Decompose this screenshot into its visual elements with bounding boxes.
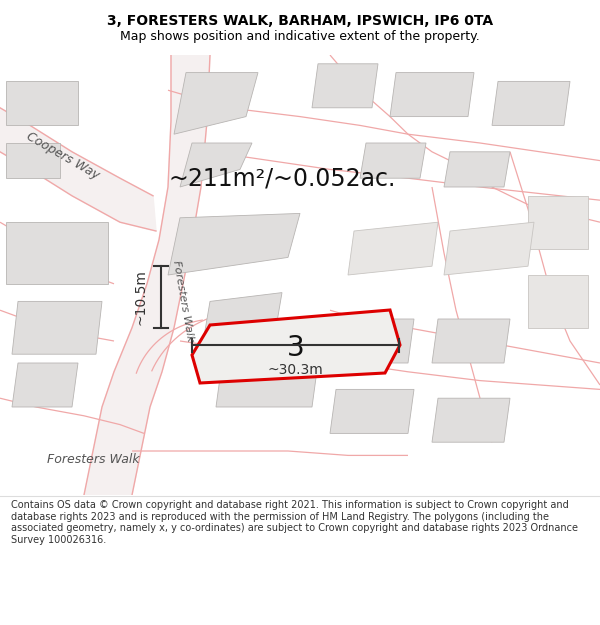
Polygon shape bbox=[84, 55, 210, 495]
Text: ~10.5m: ~10.5m bbox=[134, 269, 148, 325]
Text: Contains OS data © Crown copyright and database right 2021. This information is : Contains OS data © Crown copyright and d… bbox=[11, 500, 578, 545]
Polygon shape bbox=[174, 72, 258, 134]
Polygon shape bbox=[528, 196, 588, 249]
Polygon shape bbox=[6, 143, 60, 178]
Polygon shape bbox=[204, 292, 282, 337]
Text: 3: 3 bbox=[287, 334, 305, 362]
Text: 3, FORESTERS WALK, BARHAM, IPSWICH, IP6 0TA: 3, FORESTERS WALK, BARHAM, IPSWICH, IP6 … bbox=[107, 14, 493, 28]
Polygon shape bbox=[432, 398, 510, 442]
Polygon shape bbox=[390, 72, 474, 117]
Text: Map shows position and indicative extent of the property.: Map shows position and indicative extent… bbox=[120, 30, 480, 43]
Polygon shape bbox=[168, 213, 300, 275]
Polygon shape bbox=[12, 301, 102, 354]
Polygon shape bbox=[330, 389, 414, 433]
Polygon shape bbox=[0, 107, 156, 231]
Polygon shape bbox=[330, 319, 414, 363]
Polygon shape bbox=[6, 81, 78, 126]
Polygon shape bbox=[192, 310, 400, 383]
Polygon shape bbox=[216, 363, 318, 407]
Polygon shape bbox=[444, 152, 510, 187]
Text: Foresters Walk: Foresters Walk bbox=[47, 453, 139, 466]
Polygon shape bbox=[360, 143, 426, 178]
Polygon shape bbox=[180, 143, 252, 187]
Polygon shape bbox=[312, 64, 378, 107]
Polygon shape bbox=[492, 81, 570, 126]
Text: Foresters Walk: Foresters Walk bbox=[171, 260, 195, 343]
Polygon shape bbox=[6, 222, 108, 284]
Text: ~211m²/~0.052ac.: ~211m²/~0.052ac. bbox=[169, 166, 395, 190]
Polygon shape bbox=[12, 363, 78, 407]
Polygon shape bbox=[432, 319, 510, 363]
Polygon shape bbox=[444, 222, 534, 275]
Polygon shape bbox=[528, 275, 588, 328]
Text: ~30.3m: ~30.3m bbox=[268, 363, 323, 377]
Polygon shape bbox=[348, 222, 438, 275]
Text: Coopers Way: Coopers Way bbox=[24, 130, 102, 182]
